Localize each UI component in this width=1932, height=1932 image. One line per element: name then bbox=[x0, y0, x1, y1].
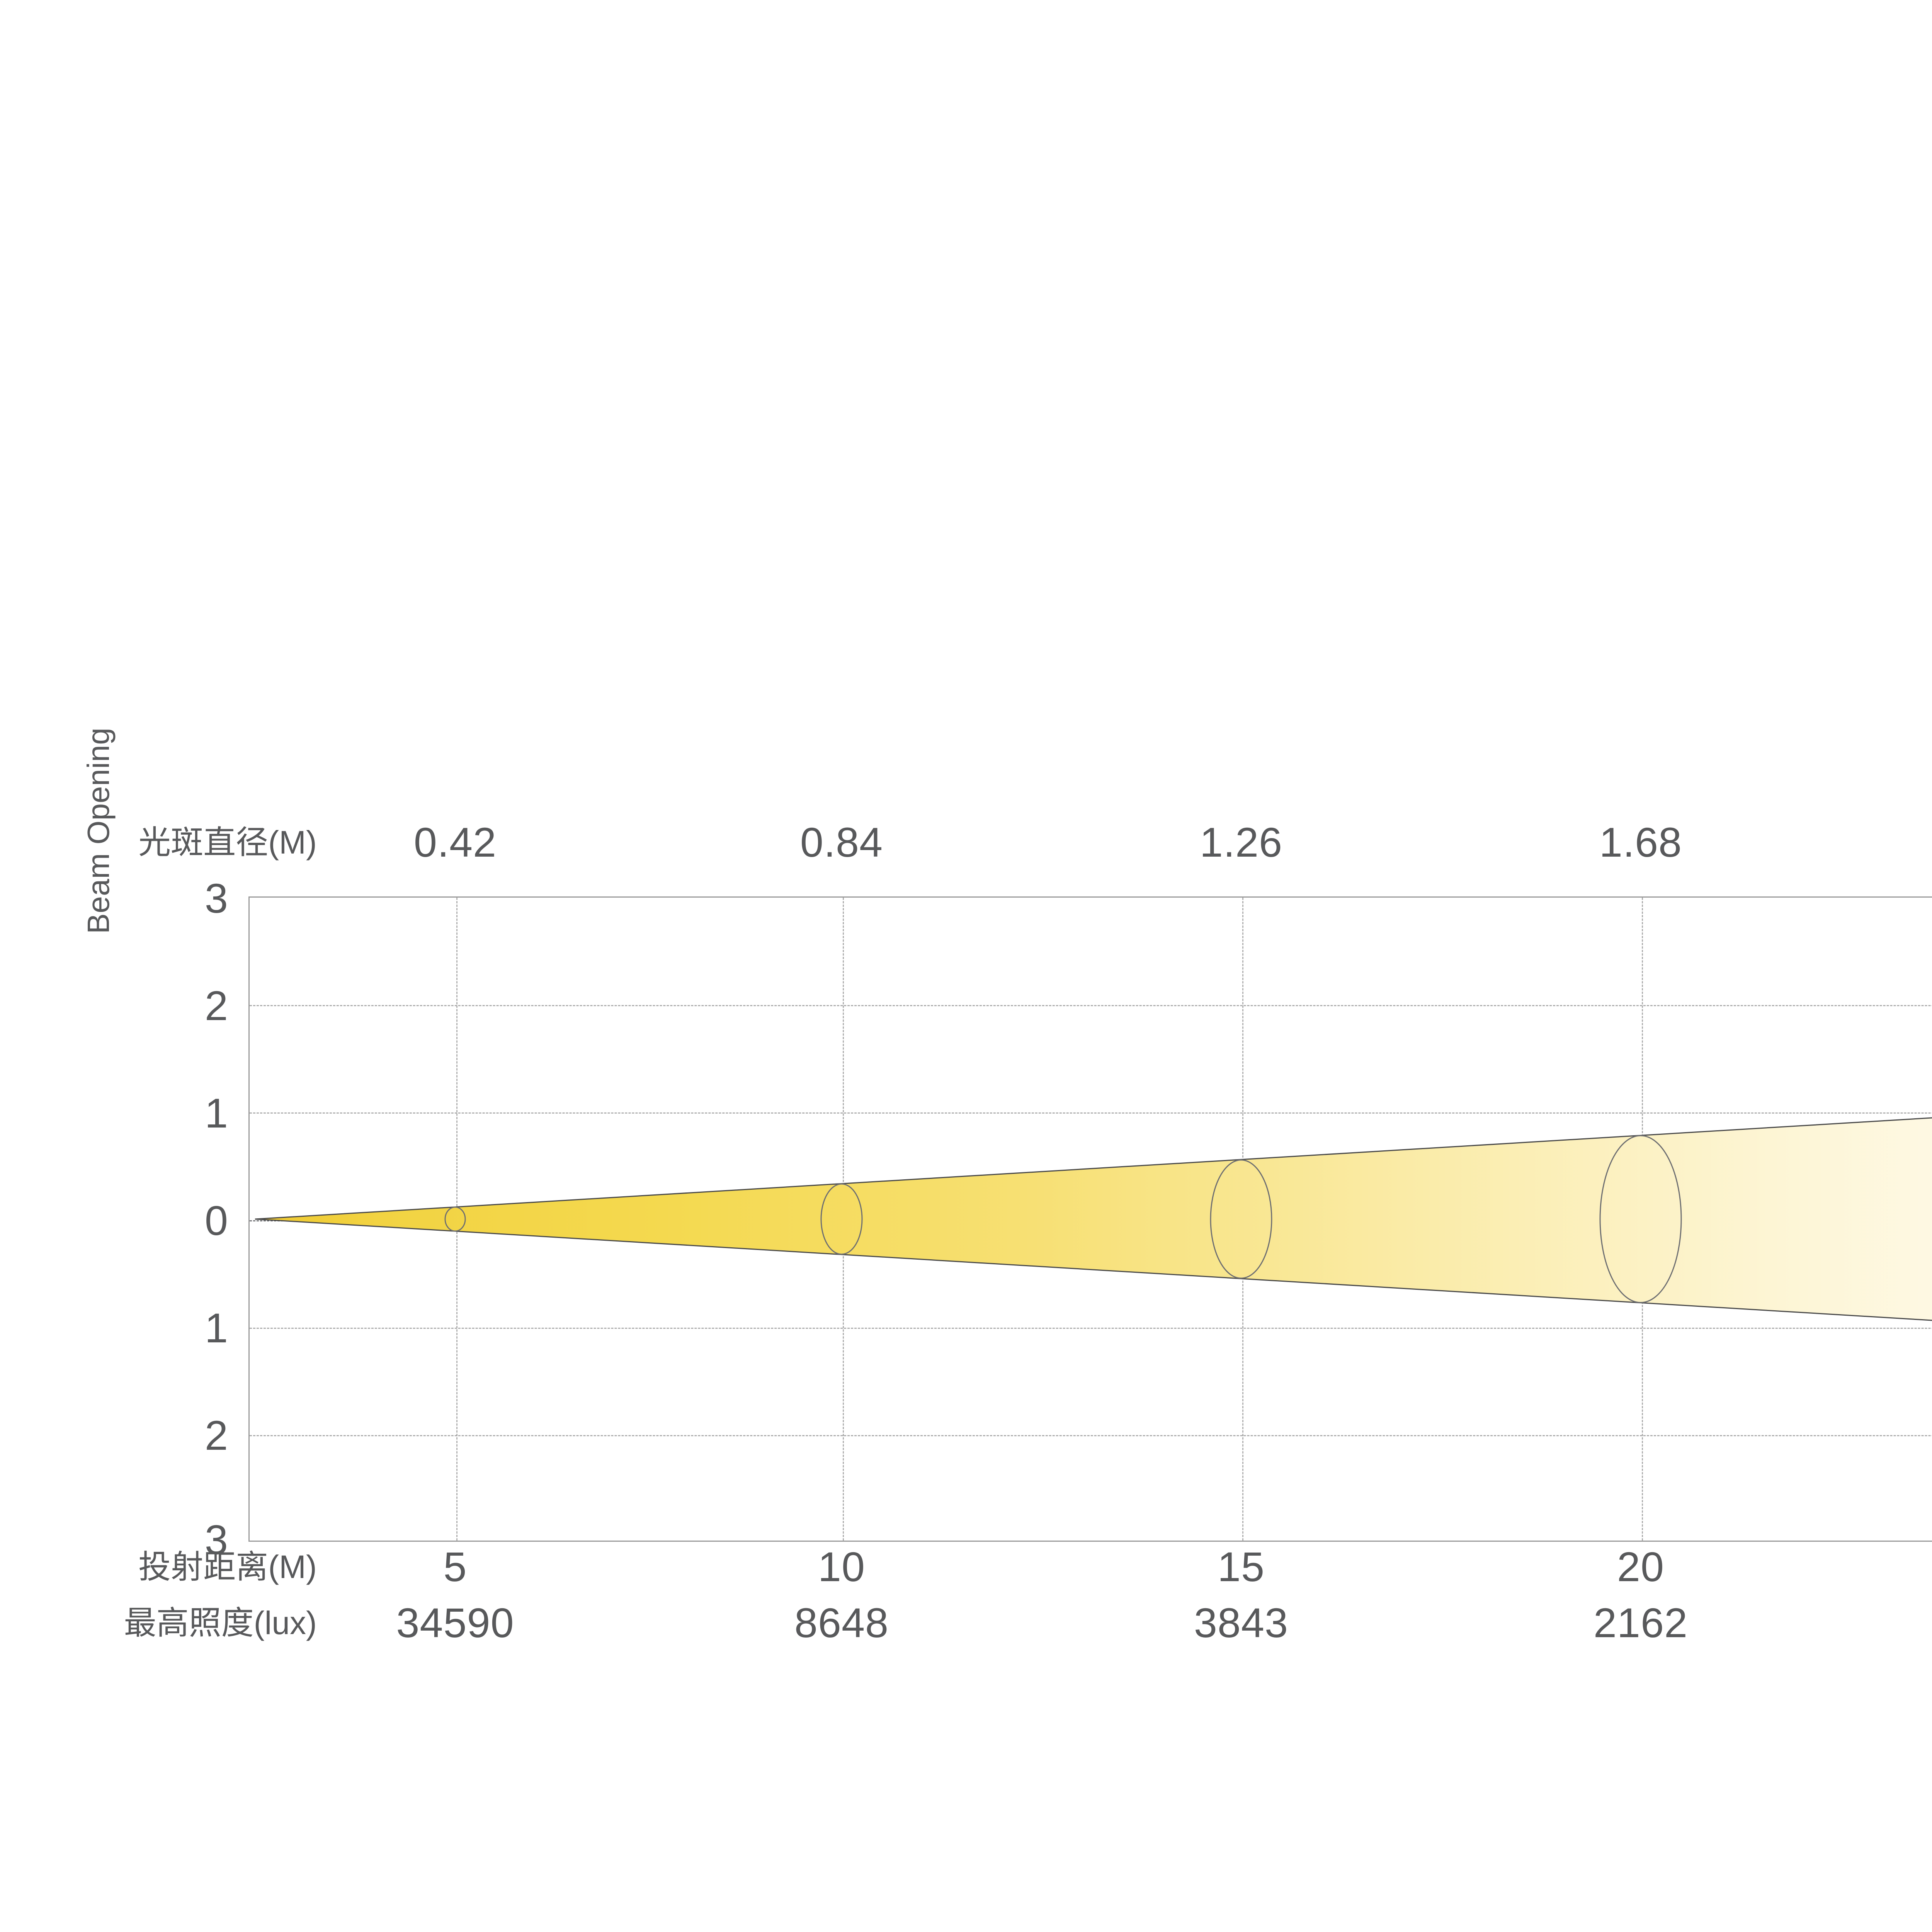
spot-diameter-row-label: 光斑直径(M) bbox=[138, 824, 317, 861]
grid-line-horizontal bbox=[250, 1005, 1932, 1006]
spot-diameter-tick: 1.68 bbox=[1599, 819, 1682, 866]
illuminance-tick: 2162 bbox=[1593, 1599, 1688, 1646]
grid-line-horizontal bbox=[250, 1435, 1932, 1436]
illuminance-tick: 8648 bbox=[794, 1599, 889, 1646]
distance-row-label: 投射距离(M) bbox=[138, 1549, 317, 1585]
distance-tick-row: 5 10 15 20 25 bbox=[0, 1544, 1932, 1590]
y-tick-group: 3 2 1 0 1 2 3 bbox=[147, 0, 228, 1932]
y-tick: 2 bbox=[204, 1412, 228, 1459]
y-tick: 1 bbox=[204, 1090, 228, 1136]
grid-line-zero bbox=[250, 1220, 1932, 1221]
distance-tick: 5 bbox=[443, 1543, 467, 1590]
y-tick: 1 bbox=[204, 1304, 228, 1351]
grid-line-vertical bbox=[1242, 898, 1243, 1541]
grid-line-horizontal bbox=[250, 1328, 1932, 1329]
spot-diameter-tick-row: 0.42 0.84 1.26 1.68 2.10 bbox=[0, 819, 1932, 866]
distance-tick: 15 bbox=[1217, 1543, 1265, 1590]
grid-line-horizontal bbox=[250, 1112, 1932, 1114]
y-tick: 3 bbox=[204, 1516, 228, 1563]
grid-line-vertical bbox=[456, 898, 457, 1541]
grid-line-vertical bbox=[1642, 898, 1643, 1541]
distance-tick: 20 bbox=[1617, 1543, 1665, 1590]
y-tick: 3 bbox=[204, 875, 228, 922]
y-axis-title: Beam Opening bbox=[81, 728, 116, 934]
spot-diameter-tick: 1.26 bbox=[1199, 819, 1283, 866]
y-tick: 0 bbox=[204, 1197, 228, 1244]
illuminance-tick-row: 34590 8648 3843 2162 1384 bbox=[0, 1600, 1932, 1646]
y-tick: 2 bbox=[204, 982, 228, 1029]
grid-line-vertical bbox=[843, 898, 844, 1541]
illuminance-tick: 34590 bbox=[396, 1599, 514, 1646]
plot-area bbox=[248, 896, 1932, 1542]
illuminance-row-label: 最高照度(lux) bbox=[124, 1605, 317, 1641]
illuminance-tick: 3843 bbox=[1194, 1599, 1289, 1646]
spot-diameter-tick: 0.84 bbox=[800, 819, 883, 866]
distance-tick: 10 bbox=[818, 1543, 866, 1590]
spot-diameter-tick: 0.42 bbox=[413, 819, 497, 866]
